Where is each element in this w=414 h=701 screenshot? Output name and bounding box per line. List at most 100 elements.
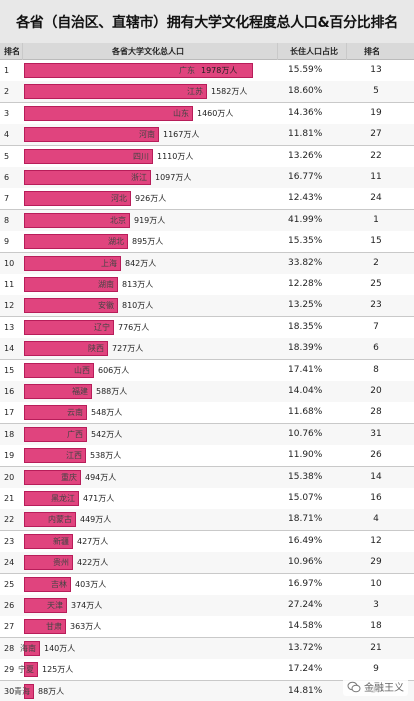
header-total: 各省大学文化总人口 xyxy=(112,47,184,56)
bar xyxy=(24,319,114,335)
rank-cell: 5 xyxy=(4,151,10,161)
ratio-rank-cell: 6 xyxy=(373,343,379,354)
bar xyxy=(24,555,73,571)
ratio-cell: 17.41% xyxy=(288,364,323,375)
value-label: 895万人 xyxy=(132,237,164,247)
bar xyxy=(24,662,38,678)
value-label: 776万人 xyxy=(118,322,150,332)
ratio-cell: 10.76% xyxy=(288,428,323,439)
bar xyxy=(24,148,153,164)
value-label: 542万人 xyxy=(91,429,123,439)
rank-cell: 7 xyxy=(4,194,10,204)
province-label: 海南 xyxy=(20,643,36,653)
ratio-cell: 18.71% xyxy=(288,514,323,525)
bar xyxy=(24,384,92,399)
table-row: 16 福建 588万人 14.04% 20 xyxy=(0,381,414,403)
ratio-cell: 18.60% xyxy=(288,86,323,97)
table-row: 10 上海 842万人 33.82% 2 xyxy=(0,252,414,275)
value-label: 727万人 xyxy=(112,344,144,354)
province-label: 北京 xyxy=(110,215,126,225)
rank-cell: 21 xyxy=(4,494,15,503)
rank-cell: 25 xyxy=(4,579,15,589)
bar xyxy=(24,277,118,292)
province-label: 安徽 xyxy=(98,301,114,311)
table-row: 21 黑龙江 471万人 15.07% 16 xyxy=(0,488,414,510)
table-row: 7 河北 926万人 12.43% 24 xyxy=(0,188,414,211)
bar xyxy=(24,491,79,506)
header-ratio: 长住人口占比 xyxy=(290,47,338,56)
rank-cell: 10 xyxy=(4,258,15,268)
bar xyxy=(24,341,108,357)
table-row: 11 湖南 813万人 12.28% 25 xyxy=(0,274,414,296)
province-label: 河北 xyxy=(111,194,127,204)
bar xyxy=(24,170,151,185)
table-row: 9 湖北 895万人 15.35% 15 xyxy=(0,231,414,254)
ratio-cell: 16.97% xyxy=(288,578,323,589)
ratio-cell: 15.38% xyxy=(288,471,323,482)
province-label: 辽宁 xyxy=(94,322,110,332)
bar xyxy=(24,255,121,271)
ratio-rank-cell: 15 xyxy=(370,236,382,247)
rank-cell: 15 xyxy=(4,365,15,375)
table-row: 18 广西 542万人 10.76% 31 xyxy=(0,423,414,446)
bar xyxy=(24,212,130,228)
table-row: 2 江苏 1582万人 18.60% 5 xyxy=(0,81,414,104)
ratio-cell: 14.04% xyxy=(288,386,323,396)
province-label: 浙江 xyxy=(131,173,147,182)
province-label: 甘肃 xyxy=(46,622,62,632)
table-row: 1 广东 1978万人 15.59% 13 xyxy=(0,60,414,82)
ratio-rank-cell: 11 xyxy=(370,172,382,182)
rank-cell: 29 xyxy=(4,665,15,675)
value-label: 810万人 xyxy=(122,301,154,311)
table-row: 4 河南 1167万人 11.81% 27 xyxy=(0,124,414,147)
value-label: 1460万人 xyxy=(197,108,234,118)
value-label: 1978万人 xyxy=(201,66,238,75)
rank-cell: 12 xyxy=(4,301,15,311)
table-row: 17 云南 548万人 11.68% 28 xyxy=(0,402,414,425)
value-label: 813万人 xyxy=(122,280,154,289)
header-rank: 排名 xyxy=(4,47,20,56)
ratio-cell: 12.28% xyxy=(288,279,323,289)
page-title: 各省（自治区、直辖市）拥有大学文化程度总人口&百分比排名 xyxy=(16,14,398,31)
value-label: 1097万人 xyxy=(155,173,192,182)
table-header: 排名 各省大学文化总人口 长住人口占比 排名 xyxy=(0,43,414,60)
table-row: 27 甘肃 363万人 14.58% 18 xyxy=(0,616,414,639)
ratio-cell: 16.77% xyxy=(288,172,323,182)
bar xyxy=(24,191,131,207)
rank-cell: 22 xyxy=(4,515,15,525)
bar xyxy=(24,84,207,100)
ratio-rank-cell: 3 xyxy=(373,600,379,610)
ratio-rank-cell: 13 xyxy=(370,65,382,75)
table-row: 15 山西 606万人 17.41% 8 xyxy=(0,359,414,382)
ratio-rank-cell: 18 xyxy=(370,621,382,632)
rank-cell: 8 xyxy=(4,215,10,225)
ratio-rank-cell: 7 xyxy=(373,321,379,332)
bar xyxy=(24,234,128,250)
province-label: 山东 xyxy=(173,108,189,118)
province-label: 青海 xyxy=(14,686,30,696)
value-label: 363万人 xyxy=(70,622,102,632)
rank-cell: 13 xyxy=(4,322,15,332)
ratio-cell: 15.07% xyxy=(288,493,323,503)
ratio-cell: 12.43% xyxy=(288,193,323,204)
ratio-rank-cell: 4 xyxy=(373,514,379,525)
ratio-rank-cell: 10 xyxy=(370,578,382,589)
table-row: 6 浙江 1097万人 16.77% 11 xyxy=(0,167,414,189)
ratio-cell: 15.35% xyxy=(288,236,323,247)
table-row: 28 海南 140万人 13.72% 21 xyxy=(0,637,414,660)
table-row: 13 辽宁 776万人 18.35% 7 xyxy=(0,316,414,339)
province-label: 新疆 xyxy=(53,536,69,546)
value-label: 494万人 xyxy=(85,472,117,482)
value-label: 88万人 xyxy=(38,686,65,696)
table-row: 20 重庆 494万人 15.38% 14 xyxy=(0,466,414,489)
rank-cell: 1 xyxy=(4,66,10,75)
value-label: 449万人 xyxy=(80,515,112,525)
province-label: 陕西 xyxy=(88,344,104,354)
province-label: 广西 xyxy=(67,429,83,439)
value-label: 427万人 xyxy=(77,536,109,546)
province-label: 四川 xyxy=(133,151,149,161)
province-label: 贵州 xyxy=(53,558,69,568)
ratio-cell: 16.49% xyxy=(288,535,323,546)
table-row: 5 四川 1110万人 13.26% 22 xyxy=(0,145,414,168)
